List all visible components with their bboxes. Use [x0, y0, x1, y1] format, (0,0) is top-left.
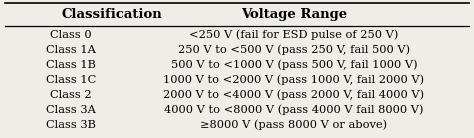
Text: 4000 V to <8000 V (pass 4000 V fail 8000 V): 4000 V to <8000 V (pass 4000 V fail 8000… — [164, 104, 424, 115]
Text: Class 1A: Class 1A — [46, 45, 96, 55]
Text: ≥8000 V (pass 8000 V or above): ≥8000 V (pass 8000 V or above) — [201, 119, 387, 130]
Text: Class 1B: Class 1B — [46, 60, 96, 70]
Text: Class 3B: Class 3B — [46, 120, 96, 130]
Text: <250 V (fail for ESD pulse of 250 V): <250 V (fail for ESD pulse of 250 V) — [189, 30, 399, 40]
Text: Class 2: Class 2 — [50, 90, 92, 100]
Text: Class 1C: Class 1C — [46, 75, 96, 85]
Text: Class 0: Class 0 — [50, 30, 92, 40]
Text: Voltage Range: Voltage Range — [241, 8, 347, 21]
Text: 250 V to <500 V (pass 250 V, fail 500 V): 250 V to <500 V (pass 250 V, fail 500 V) — [178, 45, 410, 55]
Text: 1000 V to <2000 V (pass 1000 V, fail 2000 V): 1000 V to <2000 V (pass 1000 V, fail 200… — [164, 75, 424, 85]
Text: Classification: Classification — [62, 8, 163, 21]
Text: Class 3A: Class 3A — [46, 105, 96, 115]
Text: 500 V to <1000 V (pass 500 V, fail 1000 V): 500 V to <1000 V (pass 500 V, fail 1000 … — [171, 60, 417, 70]
Text: 2000 V to <4000 V (pass 2000 V, fail 4000 V): 2000 V to <4000 V (pass 2000 V, fail 400… — [164, 90, 424, 100]
